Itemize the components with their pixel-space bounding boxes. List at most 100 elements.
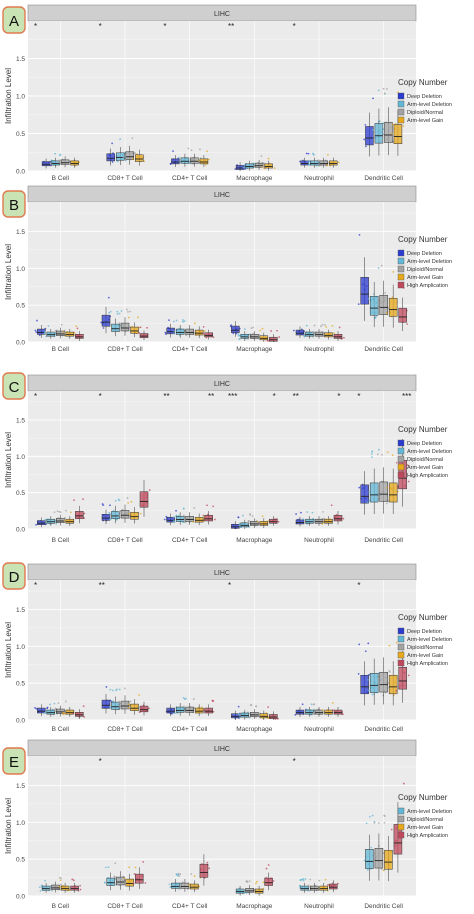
- box: [259, 521, 269, 526]
- data-point: [322, 511, 324, 513]
- data-point: [117, 510, 120, 513]
- box: [333, 515, 343, 522]
- data-point: [372, 97, 374, 100]
- data-point: [261, 165, 264, 168]
- data-point: [168, 319, 170, 322]
- data-point: [376, 453, 379, 456]
- data-point: [116, 312, 119, 315]
- panel-title: LIHC: [214, 192, 230, 199]
- data-point: [101, 503, 104, 505]
- significance-marker: **: [99, 581, 105, 590]
- data-point: [132, 882, 135, 885]
- panel-title: LIHC: [214, 570, 230, 577]
- data-point: [390, 828, 393, 831]
- data-point: [373, 317, 376, 320]
- data-point: [202, 332, 204, 335]
- plot-background: [28, 756, 416, 896]
- data-point: [305, 324, 308, 327]
- data-point: [262, 881, 265, 884]
- data-point: [35, 331, 38, 334]
- data-point: [109, 504, 111, 507]
- data-point: [377, 496, 379, 499]
- data-point: [331, 701, 334, 704]
- x-tick-label: Macrophage: [236, 346, 273, 353]
- data-point: [276, 329, 278, 332]
- legend-title: Copy Number: [398, 235, 448, 244]
- legend-label: Deep Deletion: [407, 629, 442, 635]
- data-point: [389, 670, 391, 673]
- box: [56, 517, 65, 523]
- data-point: [164, 331, 167, 334]
- data-point: [199, 148, 201, 151]
- box: [194, 516, 204, 523]
- data-point: [58, 876, 61, 879]
- box: [175, 516, 185, 522]
- data-point: [368, 491, 371, 494]
- data-point: [381, 139, 384, 142]
- box: [245, 163, 254, 169]
- significance-marker: *: [357, 392, 360, 401]
- chart-panel-d: LIHC 0.0 0.5 1.0 1.5 Infiltration Level B Cell…: [2, 562, 452, 733]
- data-point: [111, 689, 114, 692]
- legend-swatch: [397, 92, 405, 100]
- data-point: [298, 885, 301, 887]
- box: [106, 153, 115, 162]
- box: [388, 674, 398, 695]
- data-point: [365, 145, 367, 148]
- box: [185, 328, 194, 335]
- data-point: [407, 674, 410, 677]
- plot-background: [28, 202, 416, 342]
- data-point: [57, 159, 60, 162]
- data-point: [391, 454, 394, 457]
- box: [120, 700, 130, 710]
- legend-label: Arm-level Deletion: [407, 637, 452, 643]
- data-point: [197, 159, 200, 162]
- data-point: [120, 310, 123, 312]
- legend-swatch: [397, 439, 405, 447]
- x-tick-label: CD8+ T Cell: [107, 726, 143, 733]
- x-tick-label: CD4+ T Cell: [172, 346, 208, 353]
- panel-letter: C: [9, 379, 20, 396]
- data-point: [371, 450, 374, 453]
- significance-marker: ***: [402, 392, 411, 401]
- data-point: [313, 324, 316, 327]
- data-point: [62, 711, 65, 714]
- data-point: [125, 308, 128, 311]
- box: [369, 295, 379, 316]
- data-point: [206, 504, 208, 507]
- data-point: [182, 520, 185, 522]
- box: [324, 518, 333, 524]
- data-point: [202, 326, 205, 328]
- data-point: [174, 712, 176, 715]
- x-tick-label: CD8+ T Cell: [107, 175, 143, 182]
- data-point: [208, 867, 211, 870]
- box: [185, 706, 194, 713]
- box: [329, 883, 338, 890]
- chart-panel-e: LIHC 0.0 0.5 1.0 1.5 Infiltration Level B Cell…: [2, 739, 452, 910]
- data-point: [82, 498, 84, 501]
- data-point: [79, 888, 82, 891]
- significance-marker: *: [99, 392, 102, 401]
- y-tick-label: 1.0: [16, 94, 25, 101]
- data-point: [239, 716, 241, 719]
- data-point: [333, 332, 336, 334]
- box: [41, 161, 51, 167]
- box: [250, 334, 259, 339]
- box: [369, 672, 379, 693]
- data-point: [372, 852, 375, 855]
- data-point: [406, 323, 409, 325]
- y-tick-label: 1.5: [16, 418, 25, 425]
- data-point: [378, 448, 380, 451]
- data-point: [118, 499, 121, 502]
- box: [135, 154, 144, 162]
- data-point: [326, 153, 329, 156]
- data-point: [115, 689, 117, 692]
- legend-label: Diploid/Normal: [407, 645, 443, 651]
- box: [231, 713, 240, 719]
- x-tick-label: Macrophage: [236, 903, 273, 910]
- box: [51, 884, 60, 890]
- data-point: [134, 152, 137, 154]
- legend-swatch: [397, 471, 405, 479]
- data-point: [363, 138, 366, 141]
- data-point: [326, 164, 329, 167]
